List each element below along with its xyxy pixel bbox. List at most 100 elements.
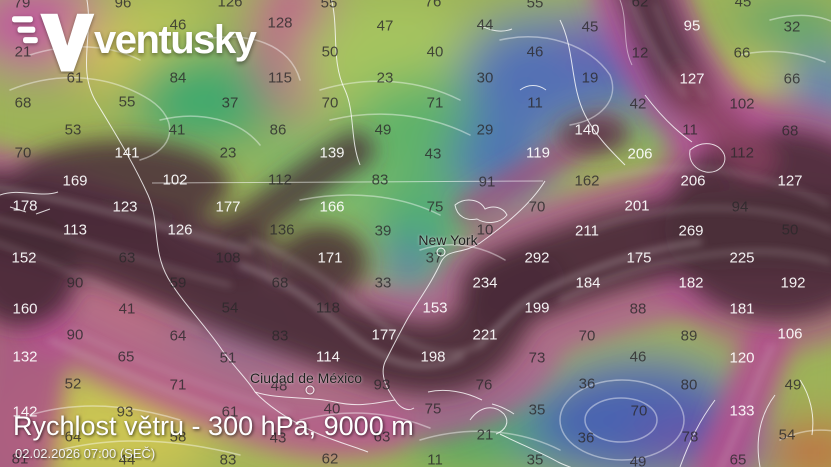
wind-speed-label: 45 bbox=[581, 18, 599, 36]
wind-speed-label: 118 bbox=[316, 299, 340, 317]
wind-speed-label: 201 bbox=[624, 197, 650, 215]
wind-speed-label: 123 bbox=[112, 198, 138, 216]
wind-speed-label: 46 bbox=[629, 348, 647, 366]
wind-speed-label: 120 bbox=[729, 349, 755, 367]
wind-speed-label: 23 bbox=[219, 144, 237, 162]
wind-speed-label: 199 bbox=[524, 299, 550, 317]
wind-speed-label: 90 bbox=[66, 274, 84, 292]
wind-speed-label: 64 bbox=[64, 428, 82, 446]
wind-speed-label: 71 bbox=[426, 94, 444, 112]
wind-speed-label: 40 bbox=[323, 400, 341, 418]
wind-speed-label: 37 bbox=[221, 94, 239, 112]
wind-speed-label: 132 bbox=[12, 348, 38, 366]
wind-speed-label: 206 bbox=[627, 145, 653, 163]
wind-speed-label: 88 bbox=[629, 300, 647, 318]
wind-speed-label: 41 bbox=[118, 300, 136, 318]
wind-speed-label: 133 bbox=[729, 402, 755, 420]
wind-speed-label: 64 bbox=[169, 327, 187, 345]
wind-speed-label: 65 bbox=[117, 348, 135, 366]
wind-speed-label: 10 bbox=[476, 221, 494, 239]
wind-speed-label: 160 bbox=[12, 300, 38, 318]
city-label-new-york[interactable]: New York bbox=[418, 232, 478, 248]
wind-speed-label: 139 bbox=[319, 144, 345, 162]
wind-speed-label: 62 bbox=[321, 450, 339, 467]
wind-speed-label: 70 bbox=[321, 94, 339, 112]
wind-speed-label: 66 bbox=[733, 44, 751, 62]
wind-speed-label: 86 bbox=[269, 121, 287, 139]
wind-speed-label: 59 bbox=[169, 274, 187, 292]
wind-speed-label: 80 bbox=[680, 376, 698, 394]
wind-speed-label: 142 bbox=[12, 403, 38, 421]
wind-speed-label: 49 bbox=[784, 376, 802, 394]
ciudad-de-mexico-city-dot[interactable] bbox=[305, 385, 315, 395]
wind-speed-label: 55 bbox=[320, 0, 338, 12]
wind-speed-label: 43 bbox=[269, 429, 287, 447]
wind-speed-label: 175 bbox=[626, 249, 652, 267]
wind-speed-label: 71 bbox=[169, 376, 187, 394]
wind-speed-label: 140 bbox=[574, 121, 600, 139]
wind-speed-label: 61 bbox=[221, 403, 239, 421]
wind-speed-label: 96 bbox=[114, 0, 132, 12]
wind-speed-label: 19 bbox=[581, 69, 599, 87]
wind-speed-label: 32 bbox=[783, 18, 801, 36]
wind-speed-label: 90 bbox=[66, 326, 84, 344]
wind-speed-label: 54 bbox=[221, 299, 239, 317]
wind-speed-label: 66 bbox=[783, 70, 801, 88]
wind-speed-label: 70 bbox=[14, 144, 32, 162]
wind-speed-label: 234 bbox=[472, 274, 498, 292]
wind-speed-label: 49 bbox=[629, 453, 647, 467]
wind-speed-label: 93 bbox=[116, 403, 134, 421]
wind-speed-label: 211 bbox=[575, 222, 599, 240]
wind-speed-label: 102 bbox=[162, 171, 188, 189]
wind-speed-label: 181 bbox=[729, 300, 755, 318]
wind-speed-label: 36 bbox=[577, 429, 595, 447]
city-label-ciudad-de-mexico[interactable]: Ciudad de México bbox=[249, 370, 363, 386]
ventusky-logo[interactable]: ventusky bbox=[12, 10, 257, 79]
wind-speed-label: 126 bbox=[167, 221, 193, 239]
wind-speed-label: 221 bbox=[472, 326, 498, 344]
wind-speed-label: 206 bbox=[680, 172, 706, 190]
wind-speed-label: 11 bbox=[427, 451, 443, 467]
wind-speed-label: 127 bbox=[777, 172, 803, 190]
wind-speed-label: 89 bbox=[680, 327, 698, 345]
wind-speed-label: 43 bbox=[424, 145, 442, 163]
wind-speed-label: 127 bbox=[679, 70, 705, 88]
wind-speed-label: 113 bbox=[63, 221, 87, 239]
wind-speed-label: 106 bbox=[777, 325, 803, 343]
wind-speed-label: 225 bbox=[729, 249, 755, 267]
wind-speed-label: 198 bbox=[420, 348, 446, 366]
wind-speed-label: 50 bbox=[781, 221, 799, 239]
wind-speed-label: 292 bbox=[524, 249, 550, 267]
wind-speed-label: 84 bbox=[169, 69, 187, 87]
wind-speed-label: 55 bbox=[118, 93, 136, 111]
wind-speed-label: 78 bbox=[681, 428, 699, 446]
wind-speed-label: 12 bbox=[631, 44, 649, 62]
wind-speed-label: 68 bbox=[781, 122, 799, 140]
wind-speed-label: 39 bbox=[374, 222, 392, 240]
wind-speed-label: 46 bbox=[526, 43, 544, 61]
wind-speed-label: 45 bbox=[734, 0, 752, 11]
wind-speed-label: 153 bbox=[422, 299, 448, 317]
wind-speed-label: 95 bbox=[683, 17, 701, 35]
wind-speed-label: 128 bbox=[267, 14, 293, 32]
wind-speed-label: 52 bbox=[64, 375, 82, 393]
wind-speed-label: 54 bbox=[778, 426, 796, 444]
wind-speed-label: 44 bbox=[118, 451, 136, 467]
wind-speed-label: 50 bbox=[321, 43, 339, 61]
wind-speed-label: 91 bbox=[478, 173, 496, 191]
wind-speed-label: 94 bbox=[731, 198, 749, 216]
layer-title: Rychlost větru - 300 hPa, 9000 m bbox=[13, 411, 414, 441]
wind-speed-label: 36 bbox=[578, 375, 596, 393]
new-york-city-dot[interactable] bbox=[436, 247, 446, 257]
ventusky-wind-v-icon bbox=[12, 10, 98, 79]
wind-speed-label: 47 bbox=[376, 17, 394, 35]
wind-speed-label: 63 bbox=[118, 249, 136, 267]
wind-speed-label: 44 bbox=[476, 16, 494, 34]
wind-speed-label: 30 bbox=[476, 69, 494, 87]
wind-speed-label: 171 bbox=[317, 249, 343, 267]
wind-speed-label: 141 bbox=[114, 144, 140, 162]
wind-speed-label: 162 bbox=[574, 172, 600, 190]
wind-speed-label: 53 bbox=[64, 121, 82, 139]
